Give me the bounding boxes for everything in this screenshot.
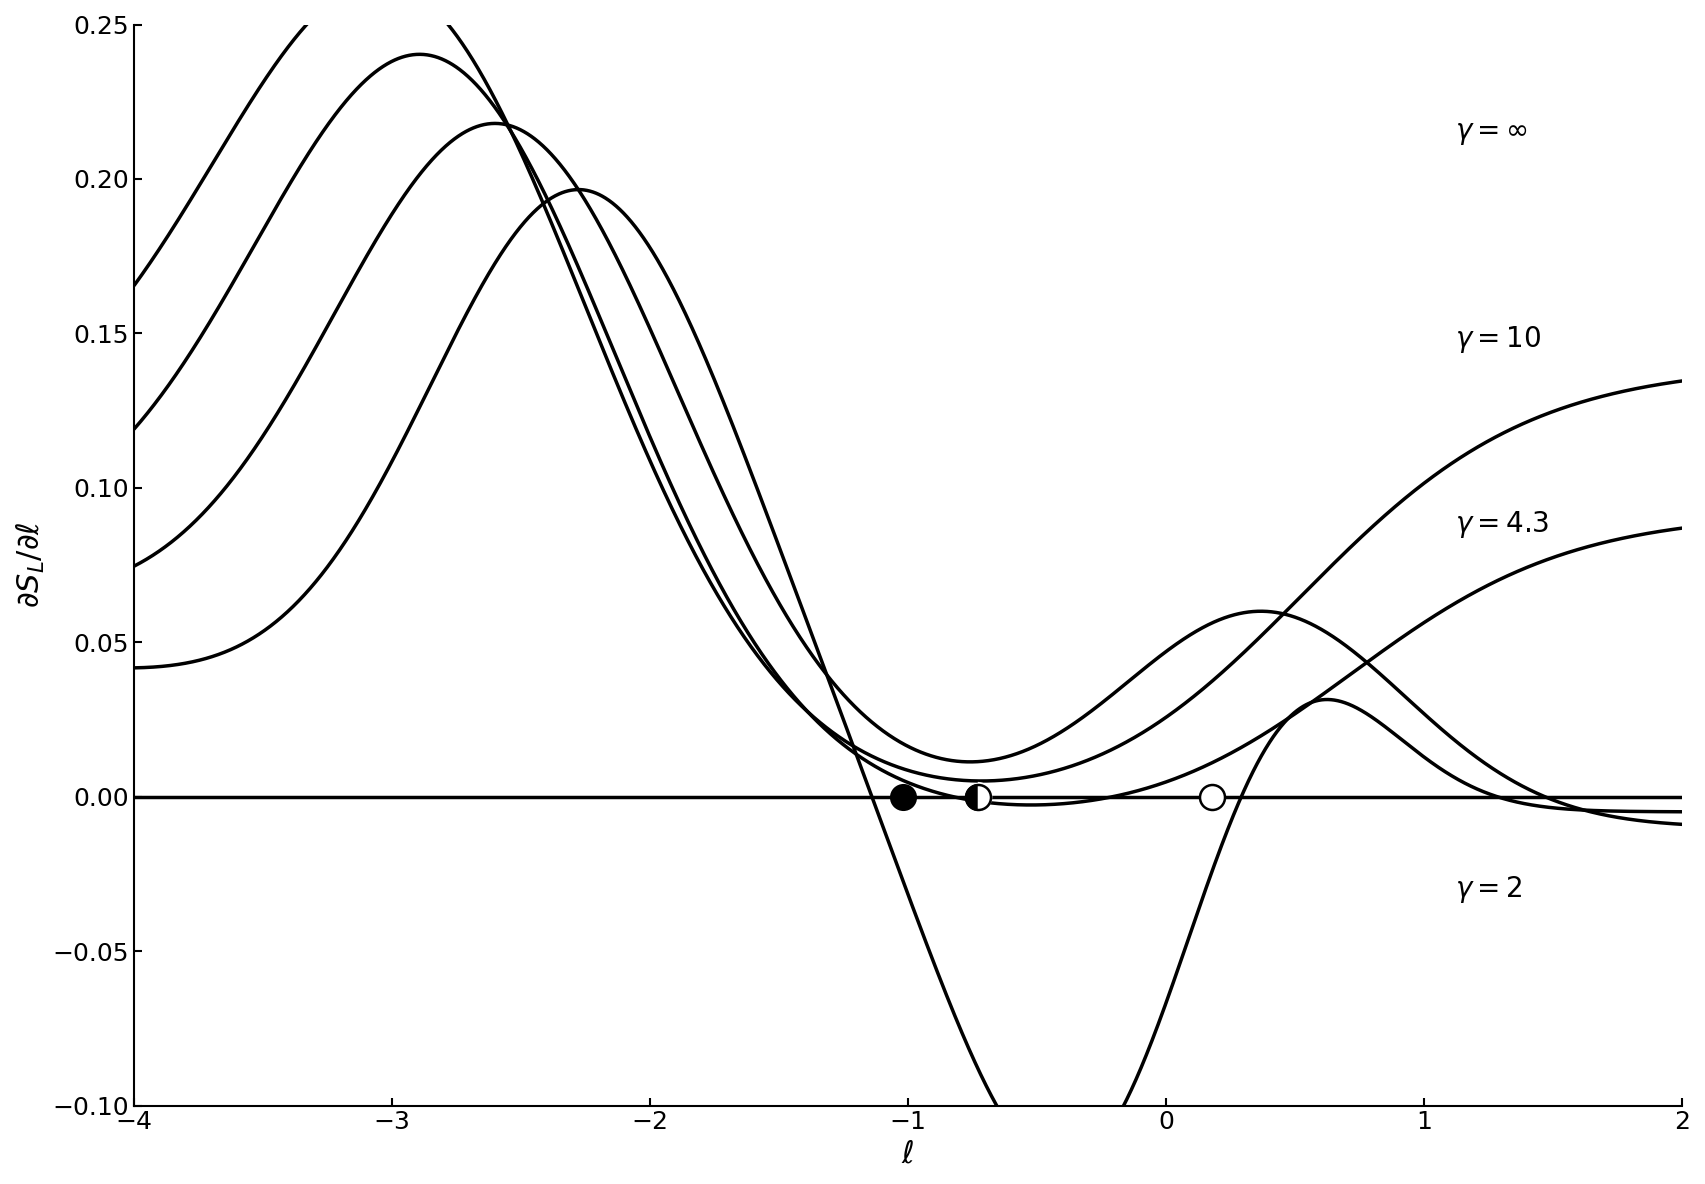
Text: $\gamma = 10$: $\gamma = 10$: [1454, 324, 1541, 355]
Text: $\gamma = 2$: $\gamma = 2$: [1454, 874, 1523, 905]
Polygon shape: [977, 781, 992, 811]
Y-axis label: $\partial S_L/\partial \ell$: $\partial S_L/\partial \ell$: [15, 522, 48, 609]
Text: $\gamma = \infty$: $\gamma = \infty$: [1454, 118, 1528, 147]
Text: $\gamma = 4.3$: $\gamma = 4.3$: [1454, 509, 1550, 540]
X-axis label: $\ell$: $\ell$: [902, 1140, 914, 1169]
